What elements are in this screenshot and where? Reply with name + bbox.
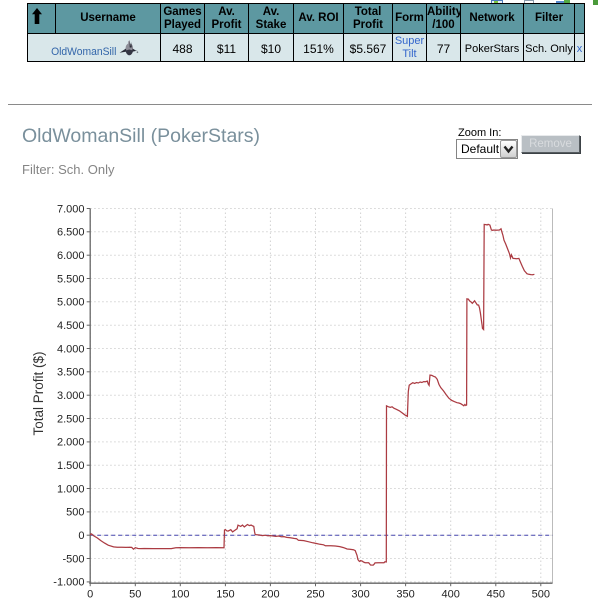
svg-text:3.500: 3.500 xyxy=(57,367,85,379)
svg-text:50: 50 xyxy=(129,589,141,600)
svg-text:1.000: 1.000 xyxy=(57,483,85,495)
svg-text:250: 250 xyxy=(306,589,324,600)
svg-text:350: 350 xyxy=(396,589,414,600)
svg-text:4.500: 4.500 xyxy=(57,320,85,332)
svg-text:-1.000: -1.000 xyxy=(53,577,84,589)
svg-text:500: 500 xyxy=(66,507,84,519)
svg-text:2.000: 2.000 xyxy=(57,437,85,449)
svg-text:300: 300 xyxy=(351,589,369,600)
svg-text:3.000: 3.000 xyxy=(57,390,85,402)
svg-text:0: 0 xyxy=(87,589,93,600)
svg-text:7.000: 7.000 xyxy=(57,203,85,215)
svg-text:Total Profit ($): Total Profit ($) xyxy=(31,351,46,435)
svg-text:5.000: 5.000 xyxy=(57,297,85,309)
svg-text:5.500: 5.500 xyxy=(57,273,85,285)
svg-text:6.000: 6.000 xyxy=(57,250,85,262)
svg-text:6.500: 6.500 xyxy=(57,227,85,239)
svg-text:150: 150 xyxy=(216,589,234,600)
svg-text:-500: -500 xyxy=(62,553,84,565)
svg-text:1.500: 1.500 xyxy=(57,460,85,472)
svg-text:100: 100 xyxy=(171,589,189,600)
svg-text:450: 450 xyxy=(487,589,505,600)
svg-text:0: 0 xyxy=(78,530,84,542)
svg-text:400: 400 xyxy=(442,589,460,600)
svg-text:200: 200 xyxy=(261,589,279,600)
svg-text:500: 500 xyxy=(532,589,550,600)
svg-text:2.500: 2.500 xyxy=(57,413,85,425)
svg-text:4.000: 4.000 xyxy=(57,343,85,355)
